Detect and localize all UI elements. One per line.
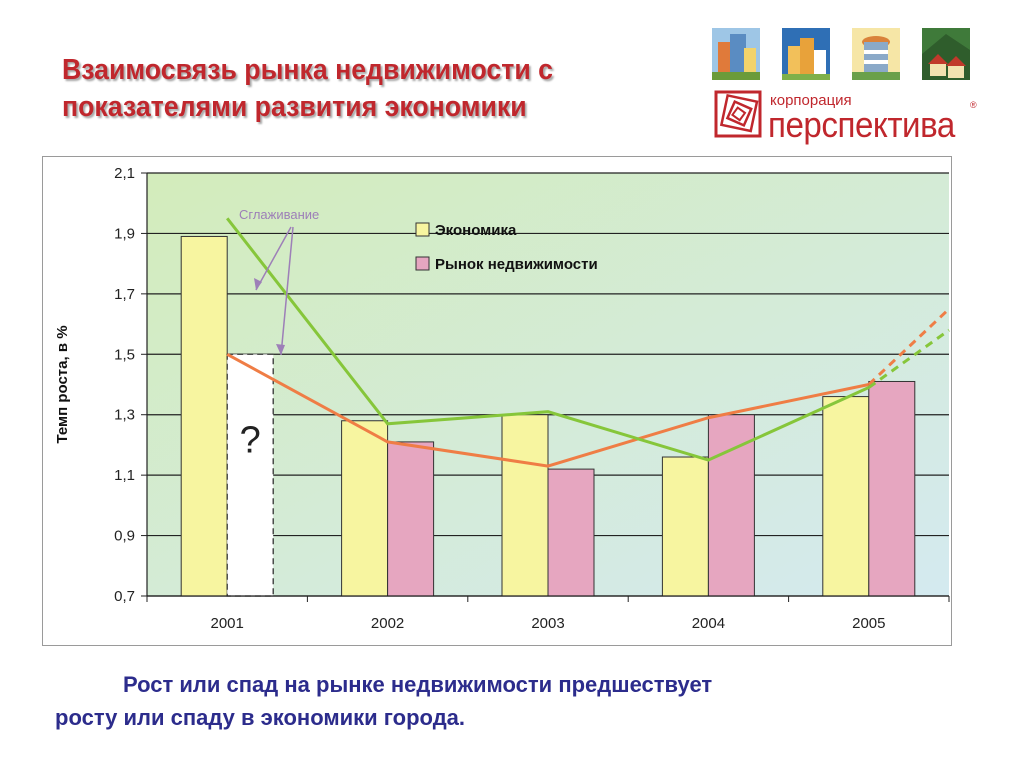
bar-economy (501, 414, 549, 597)
y-tick-label: 0,7 (114, 588, 135, 605)
smoothing-label: Сглаживание (239, 207, 319, 222)
legend-label: Экономика (435, 222, 517, 239)
unknown-bar-label: ? (240, 419, 261, 461)
smoothing-arrowhead (276, 344, 285, 355)
slide-title: Взаимосвязь рынка недвижимости с показат… (62, 52, 632, 126)
growth-chart: 0,7 0,9 1,1 1,3 1,5 1,7 1,9 2,1 Темп роста, в %?… (54, 165, 951, 632)
tower-tile-icon (852, 28, 900, 80)
brand-name: перспектива (768, 104, 955, 145)
x-tick-label: 2003 (531, 615, 564, 632)
y-tick-label: 1,7 (114, 286, 135, 303)
registered-mark: ® (970, 100, 977, 110)
bar-economy (661, 456, 709, 597)
smoothing-arrow-realty (280, 226, 294, 356)
chart-frame: 0,7 0,9 1,1 1,3 1,5 1,7 1,9 2,1 Темп роста, в %?… (42, 156, 952, 646)
y-tick-label: 0,9 (114, 528, 135, 545)
bar-economy (822, 396, 870, 597)
bar-realty (387, 441, 435, 597)
x-tick-label: 2005 (852, 615, 885, 632)
title-line-1: Взаимосвязь рынка недвижимости с (62, 54, 553, 86)
bar-realty (868, 380, 916, 597)
title-line-2: показателями развития экономики (62, 91, 527, 123)
y-tick-label: 2,1 (114, 165, 135, 182)
slide-caption: Рост или спад на рынке недвижимости пред… (55, 668, 955, 734)
company-logo: корпорация перспектива ® (708, 28, 978, 148)
spiral-logo-icon (714, 90, 762, 138)
logo-tiles (712, 28, 970, 80)
brand-block: корпорация перспектива ® (708, 90, 978, 148)
x-tick-label: 2004 (692, 615, 725, 632)
smoothing-arrowhead (254, 278, 262, 290)
brand-small-text: корпорация (770, 92, 852, 109)
economy-smoothing-line (226, 217, 870, 462)
legend-swatch (415, 222, 430, 237)
x-tick-label: 2002 (371, 615, 404, 632)
legend-swatch (415, 256, 430, 271)
economy-trend-dashed (867, 328, 950, 389)
y-tick-label: 1,5 (114, 346, 135, 363)
realty-trend-dashed (867, 307, 951, 386)
smoothing-arrow-economy (255, 226, 292, 291)
unknown-bar (226, 353, 274, 597)
caption-line-1: Рост или спад на рынке недвижимости пред… (123, 672, 713, 697)
legend-label: Рынок недвижимости (435, 256, 598, 273)
bar-realty (707, 414, 755, 597)
cottages-tile-icon (922, 28, 970, 80)
buildings-tile-icon (782, 28, 830, 80)
bar-economy (341, 420, 389, 597)
y-axis-label: Темп роста, в % (54, 325, 71, 443)
y-tick-label: 1,9 (114, 225, 135, 242)
x-tick-label: 2001 (211, 615, 244, 632)
bar-realty (547, 468, 595, 597)
bar-economy (180, 235, 228, 597)
realty-smoothing-line (226, 352, 870, 468)
caption-line-2: росту или спаду в экономики города. (55, 705, 466, 730)
y-tick-label: 1,3 (114, 407, 135, 424)
y-tick-label: 1,1 (114, 467, 135, 484)
building-tile-icon (712, 28, 760, 80)
